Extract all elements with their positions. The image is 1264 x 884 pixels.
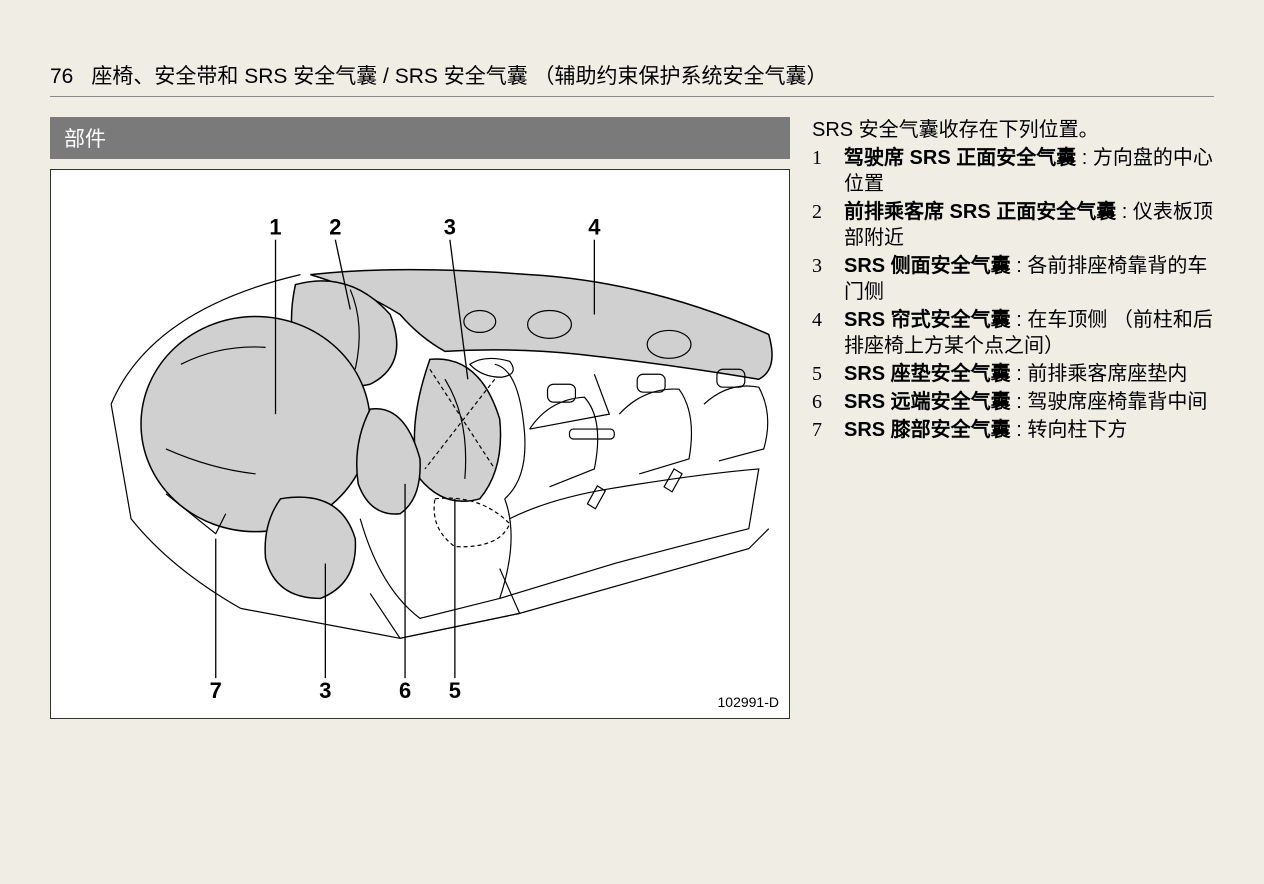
item-title: 驾驶席 SRS 正面安全气囊 [844, 147, 1076, 169]
item-number: 3 [812, 253, 844, 305]
list-item: 4SRS 帘式安全气囊 : 在车顶侧 （前柱和后排座椅上方某个点之间） [812, 307, 1214, 359]
callout-number: 1 [269, 215, 281, 240]
item-number: 5 [812, 361, 844, 387]
item-title: SRS 远端安全气囊 [844, 391, 1011, 413]
list-item: 1驾驶席 SRS 正面安全气囊 : 方向盘的中心位置 [812, 145, 1214, 197]
left-column: 部件 [50, 117, 790, 719]
callout-number: 4 [588, 215, 601, 240]
item-number: 2 [812, 199, 844, 251]
item-body: SRS 座垫安全气囊 : 前排乘客席座垫内 [844, 361, 1214, 387]
intro-text: SRS 安全气囊收存在下列位置。 [812, 117, 1214, 143]
item-body: 驾驶席 SRS 正面安全气囊 : 方向盘的中心位置 [844, 145, 1214, 197]
callout-number: 5 [449, 678, 461, 703]
item-title: SRS 膝部安全气囊 [844, 419, 1011, 441]
item-description: : 前排乘客席座垫内 [1011, 363, 1188, 385]
seat-cushion-airbag [434, 498, 510, 547]
item-description: : 驾驶席座椅靠背中间 [1011, 391, 1208, 413]
list-item: 7SRS 膝部安全气囊 : 转向柱下方 [812, 417, 1214, 443]
header-title: 座椅、安全带和 SRS 安全气囊 / SRS 安全气囊 （辅助约束保护系统安全气… [91, 60, 827, 90]
content-row: 部件 [50, 117, 1214, 719]
airbag-item-list: 1驾驶席 SRS 正面安全气囊 : 方向盘的中心位置2前排乘客席 SRS 正面安… [812, 145, 1214, 443]
item-body: SRS 远端安全气囊 : 驾驶席座椅靠背中间 [844, 389, 1214, 415]
driver-front-airbag [141, 316, 370, 531]
callout-number: 2 [329, 215, 341, 240]
side-airbag-front [414, 359, 500, 501]
rear-seat-back-3 [704, 386, 768, 461]
item-number: 4 [812, 307, 844, 359]
item-number: 6 [812, 389, 844, 415]
item-title: SRS 座垫安全气囊 [844, 363, 1011, 385]
airbag-diagram: 1 2 3 4 7 3 6 5 [51, 170, 789, 718]
item-title: 前排乘客席 SRS 正面安全气囊 [844, 201, 1116, 223]
rear-seat-cushion [500, 469, 759, 599]
list-item: 5SRS 座垫安全气囊 : 前排乘客席座垫内 [812, 361, 1214, 387]
diagram-image-id: 102991-D [718, 694, 780, 710]
rear-seat-back-2 [619, 389, 691, 474]
far-side-airbag [357, 409, 420, 514]
diagram-container: 1 2 3 4 7 3 6 5 102991-D [50, 169, 790, 719]
rear-headrest [637, 374, 665, 392]
seatbelt-buckle [587, 486, 605, 509]
callout-number: 7 [210, 678, 222, 703]
item-description: : 转向柱下方 [1011, 419, 1128, 441]
item-number: 1 [812, 145, 844, 197]
door-handle [569, 429, 614, 439]
front-headrest [470, 358, 513, 377]
item-number: 7 [812, 417, 844, 443]
item-body: SRS 侧面安全气囊 : 各前排座椅靠背的车门侧 [844, 253, 1214, 305]
callout-number: 6 [399, 678, 411, 703]
item-body: SRS 膝部安全气囊 : 转向柱下方 [844, 417, 1214, 443]
list-item: 3SRS 侧面安全气囊 : 各前排座椅靠背的车门侧 [812, 253, 1214, 305]
item-title: SRS 帘式安全气囊 [844, 309, 1011, 331]
list-item: 2前排乘客席 SRS 正面安全气囊 : 仪表板顶部附近 [812, 199, 1214, 251]
section-title-bar: 部件 [50, 117, 790, 159]
center-console [370, 569, 519, 639]
right-column: SRS 安全气囊收存在下列位置。 1驾驶席 SRS 正面安全气囊 : 方向盘的中… [812, 117, 1214, 719]
rear-seat-back-1 [530, 397, 598, 487]
item-body: 前排乘客席 SRS 正面安全气囊 : 仪表板顶部附近 [844, 199, 1214, 251]
knee-airbag [265, 497, 355, 598]
front-seat-cushion [360, 499, 511, 619]
page-number: 76 [50, 65, 73, 89]
page-header: 76 座椅、安全带和 SRS 安全气囊 / SRS 安全气囊 （辅助约束保护系统… [50, 60, 1214, 97]
item-body: SRS 帘式安全气囊 : 在车顶侧 （前柱和后排座椅上方某个点之间） [844, 307, 1214, 359]
list-item: 6SRS 远端安全气囊 : 驾驶席座椅靠背中间 [812, 389, 1214, 415]
item-title: SRS 侧面安全气囊 [844, 255, 1011, 277]
callout-number: 3 [444, 215, 456, 240]
callout-number: 3 [319, 678, 331, 703]
